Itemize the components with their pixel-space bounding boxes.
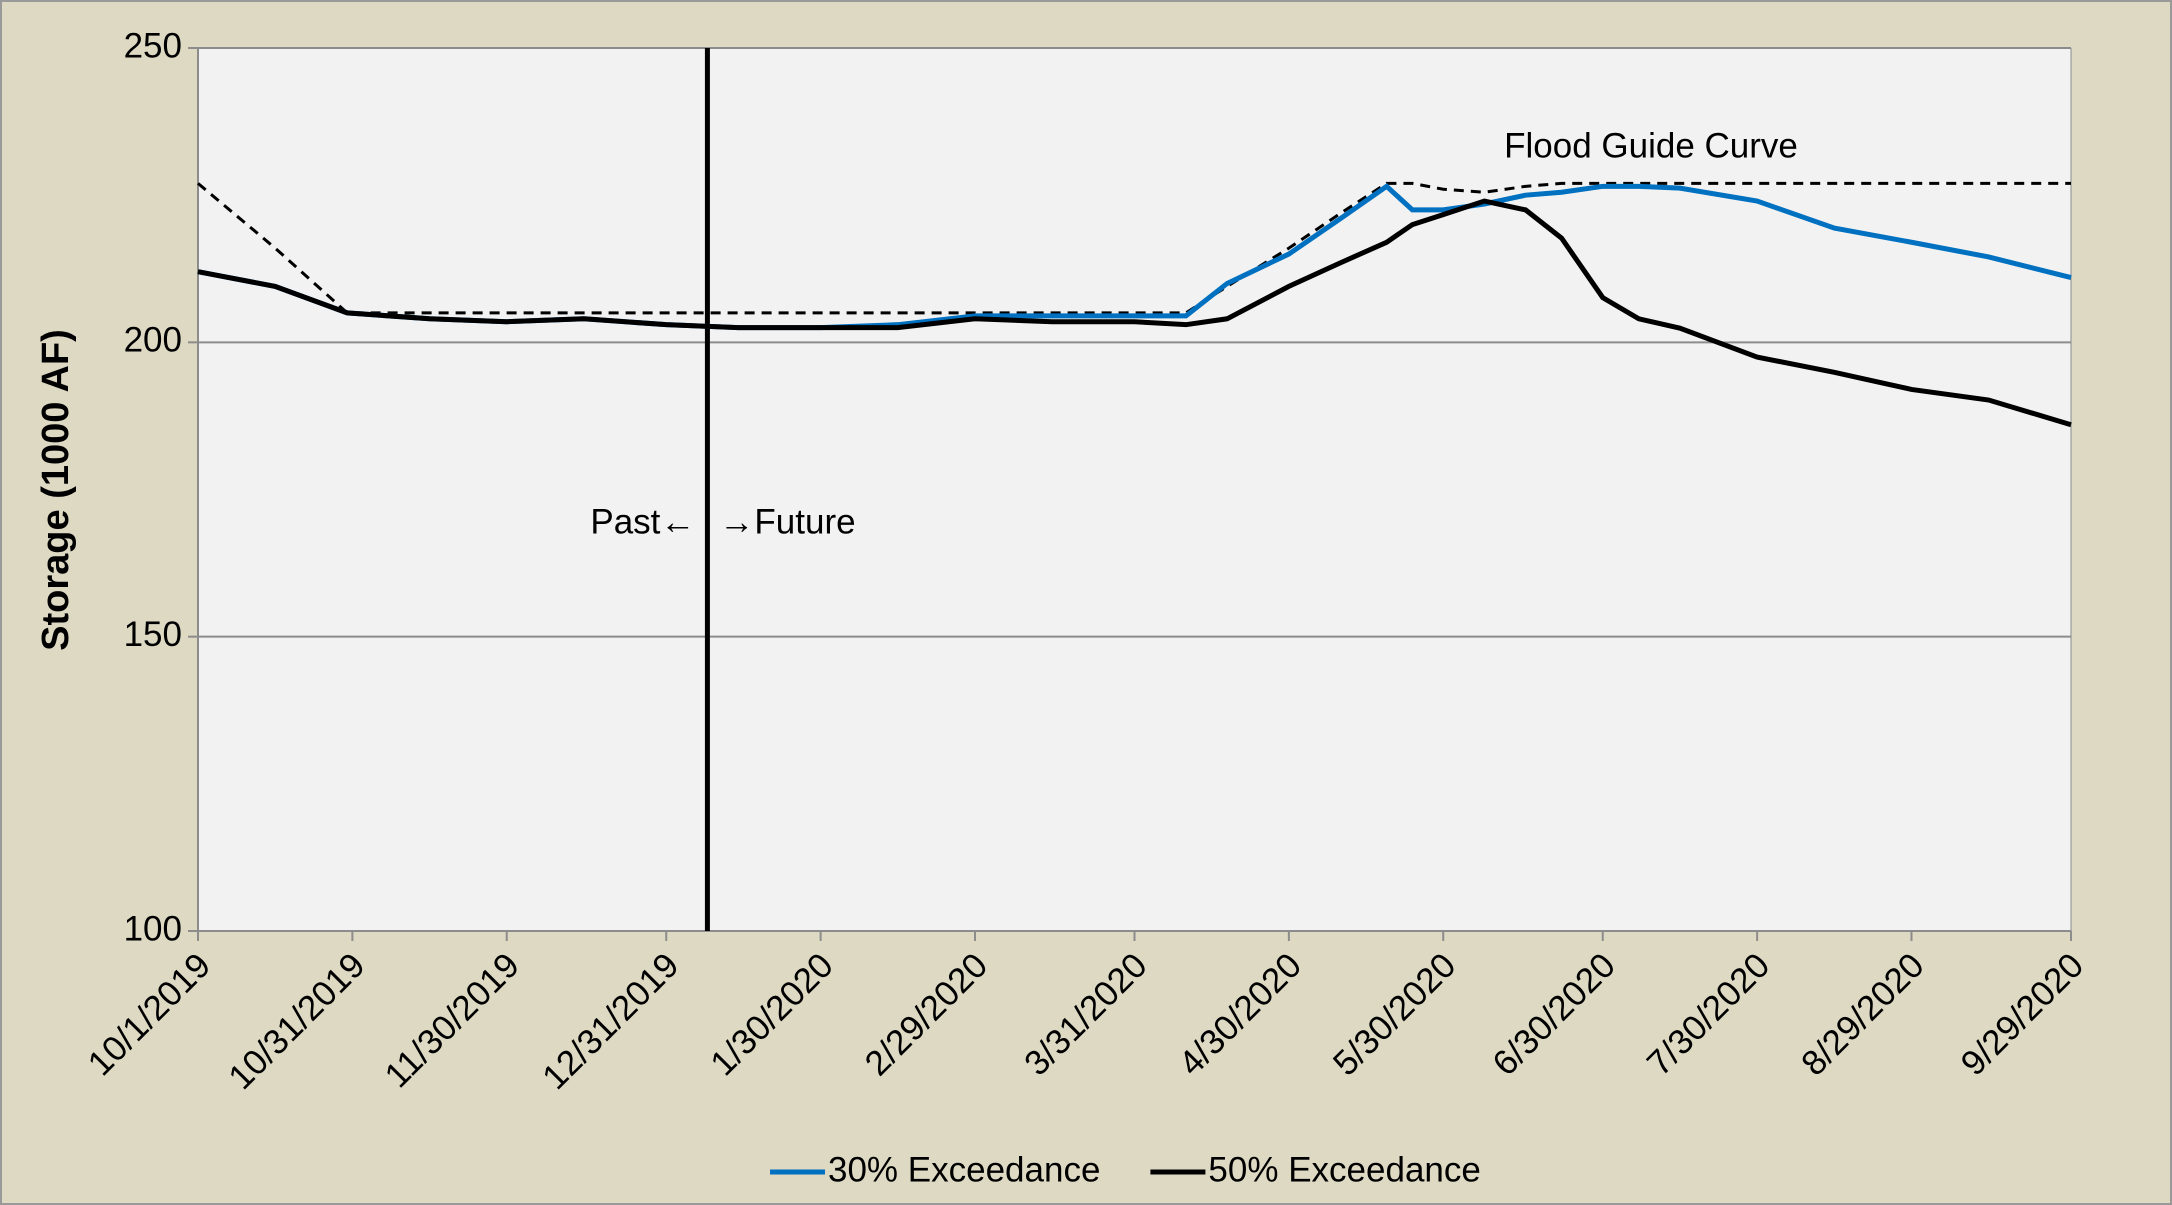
flood-guide-line xyxy=(197,181,2071,315)
annotation: →Future xyxy=(719,502,855,541)
y-tick-label: 200 xyxy=(124,321,182,360)
y-tick-label: 150 xyxy=(124,615,182,654)
y-tick-label: 250 xyxy=(124,26,182,65)
legend-label: 30% Exceedance xyxy=(828,1150,1100,1189)
annotation: Past← xyxy=(590,502,695,541)
y-axis-label: Storage (1000 AF) xyxy=(35,329,77,651)
y-tick-label: 100 xyxy=(124,909,182,948)
plot-area xyxy=(198,48,2071,931)
annotation: Flood Guide Curve xyxy=(1504,126,1798,165)
legend-label: 50% Exceedance xyxy=(1208,1150,1480,1189)
series-line xyxy=(197,198,2072,428)
